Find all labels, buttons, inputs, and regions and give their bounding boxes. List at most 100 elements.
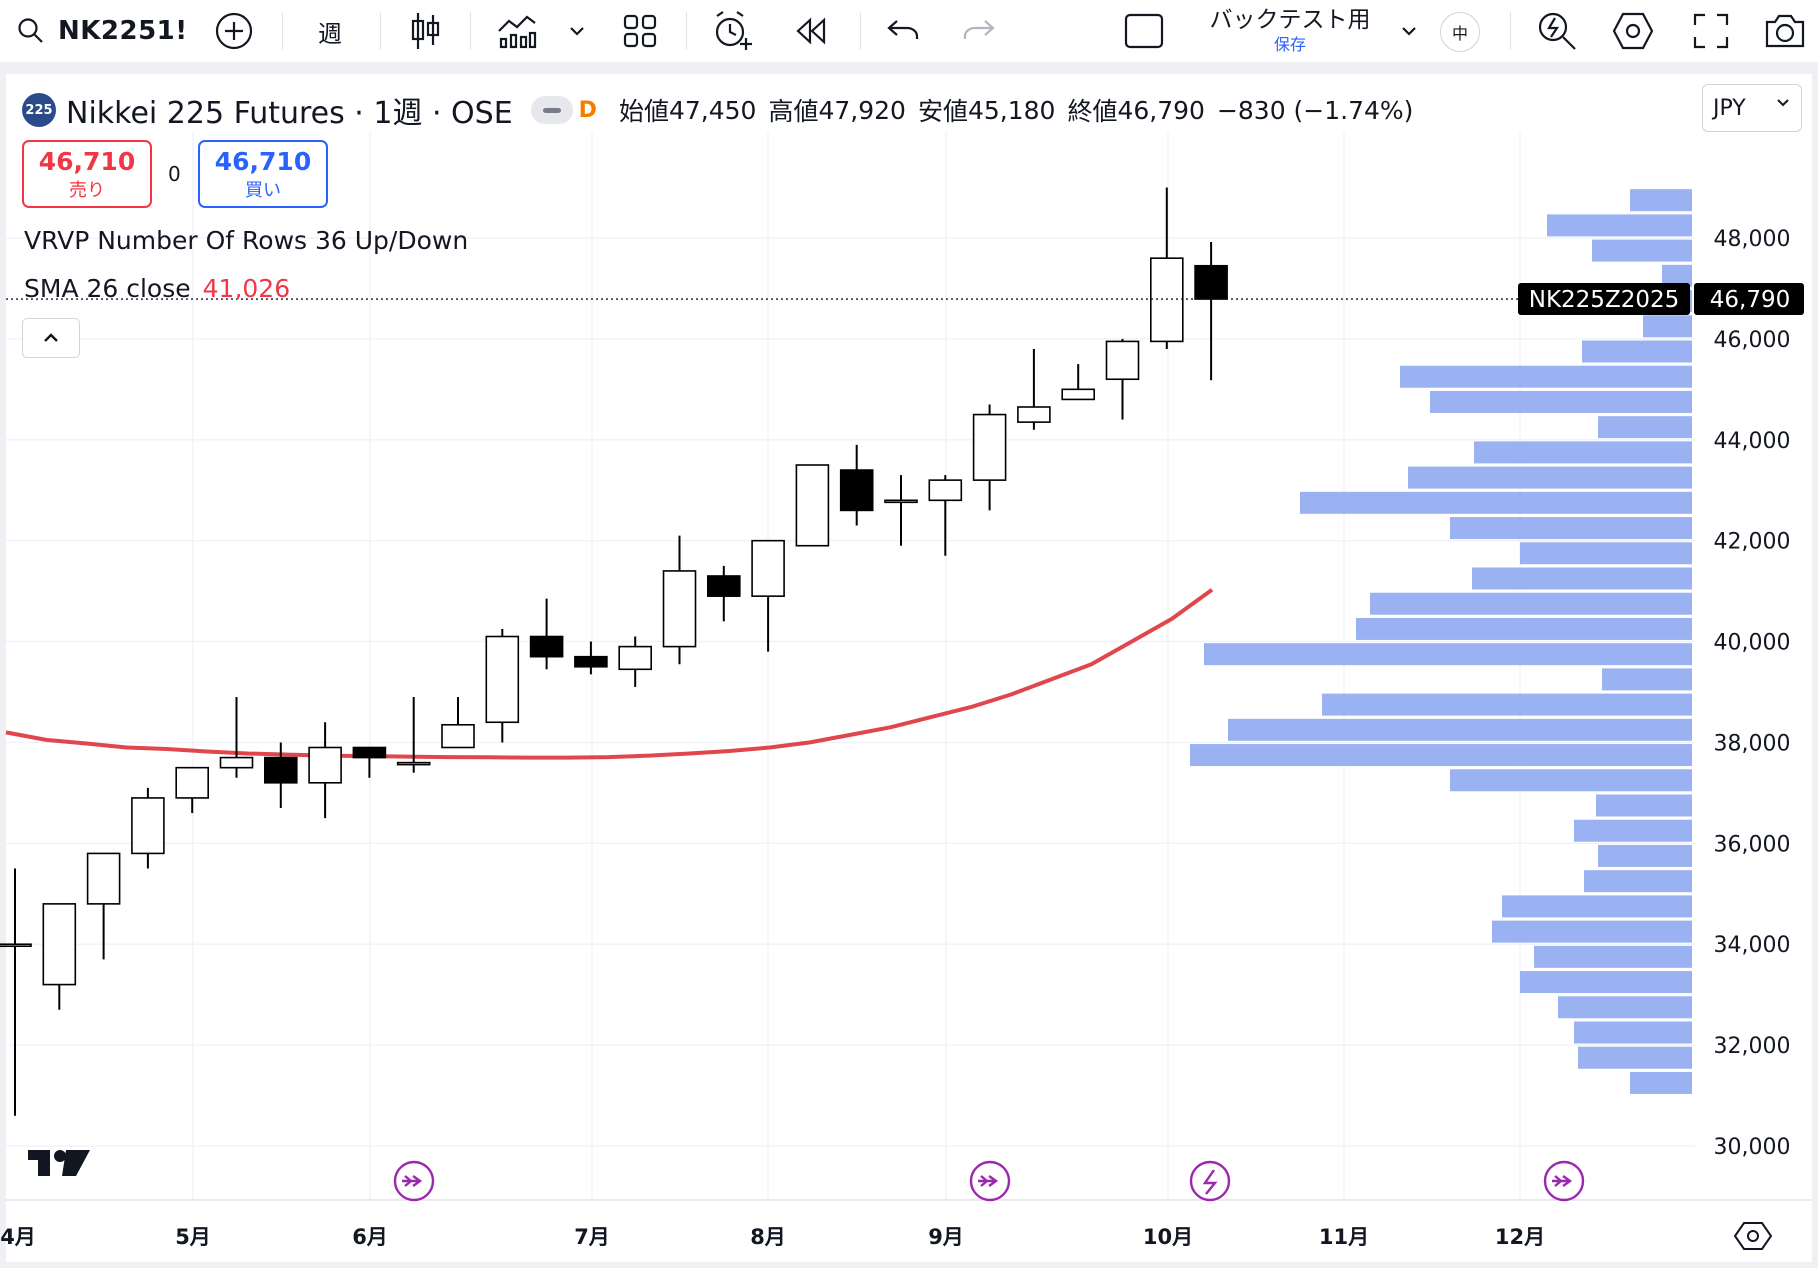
indicators-dropdown[interactable]	[562, 0, 592, 62]
price-symbol-label: NK225Z2025	[1529, 287, 1679, 313]
screenshot-button[interactable]	[1760, 0, 1810, 62]
axis-settings-icon[interactable]	[1733, 1222, 1773, 1250]
candles-icon	[411, 13, 440, 49]
symbol-title[interactable]: Nikkei 225 Futures · 1週 · OSE	[66, 96, 513, 131]
hexagon-shape	[1733, 1222, 1773, 1250]
candle	[839, 444, 874, 526]
chevron-down-icon	[570, 27, 584, 36]
high-label: 高値	[768, 97, 819, 126]
market-status-pill[interactable]	[530, 96, 573, 124]
price-tick-label: 34,000	[1714, 933, 1791, 958]
settings-button[interactable]	[1610, 0, 1656, 62]
candle-body	[574, 655, 608, 668]
candle	[485, 628, 520, 743]
volume-profile-bar	[1547, 214, 1692, 237]
month-label: 12月	[1495, 1225, 1545, 1249]
alert-button[interactable]	[710, 0, 756, 62]
grid-icon	[623, 14, 657, 48]
price-tick-label: 48,000	[1714, 227, 1791, 252]
sell-label: 売り	[69, 180, 105, 201]
volume-profile-bar	[1322, 693, 1692, 716]
month-label: 7月	[574, 1225, 610, 1249]
sell-button[interactable]: 46,710 売り	[22, 140, 152, 208]
candle	[706, 565, 741, 622]
high-value: 47,920	[818, 95, 906, 125]
candle	[0, 868, 32, 1116]
sma-indicator-legend[interactable]: SMA 26 close 41,026	[24, 274, 290, 303]
currency-select[interactable]: JPY	[1702, 84, 1802, 132]
candles	[0, 187, 1228, 1116]
time-axis[interactable]: 4月 5月 6月 7月 8月 9月 10月 11月 12月	[0, 1199, 1812, 1250]
undo-icon	[887, 20, 919, 39]
arrow-event-icon	[969, 1160, 1011, 1202]
legend-collapse-button[interactable]	[22, 318, 80, 358]
layout-name-button[interactable]: バックテスト用 保存	[1185, 4, 1395, 60]
month-label: 8月	[750, 1225, 786, 1249]
volume-profile-bar	[1450, 769, 1692, 792]
quick-search-button[interactable]	[1534, 0, 1580, 62]
current-price-line: NK225Z2025 46,790	[6, 283, 1804, 316]
volume-profile-bar	[1520, 542, 1692, 565]
volume-profile-bar	[1492, 920, 1692, 943]
price-tick-label: 32,000	[1714, 1034, 1791, 1059]
square-icon	[1124, 13, 1164, 49]
replay-button[interactable]	[788, 0, 834, 62]
close-value: 46,790	[1117, 95, 1205, 125]
interval-button[interactable]: 週	[300, 0, 360, 62]
layout-dropdown[interactable]	[1394, 0, 1424, 62]
volume-profile-bar	[1190, 744, 1692, 767]
layout-save-checkbox[interactable]	[1120, 0, 1168, 62]
toolbar-divider	[1510, 12, 1511, 50]
candle	[1061, 364, 1095, 401]
candle	[1017, 348, 1051, 430]
language-badge[interactable]: 中	[1440, 12, 1480, 52]
candle	[928, 475, 963, 556]
symbol-search[interactable]: NK2251!	[16, 0, 186, 62]
vrvp-indicator-legend[interactable]: VRVP Number Of Rows 36 Up/Down	[24, 226, 469, 255]
compare-add-button[interactable]	[212, 0, 256, 62]
change-value: −830 (−1.74%)	[1216, 95, 1414, 125]
undo-button[interactable]	[880, 0, 926, 62]
month-label: 6月	[352, 1225, 388, 1249]
buy-button[interactable]: 46,710 買い	[198, 140, 328, 208]
candle	[308, 722, 342, 819]
toolbar-divider	[282, 12, 283, 50]
symbol-name: NK2251!	[58, 16, 186, 46]
volume-profile-bar	[1598, 844, 1692, 867]
price-axis[interactable]: 30,000 32,000 34,000 36,000 38,000 40,000 42,0…	[1695, 132, 1812, 1200]
candle-body	[441, 723, 475, 749]
candle	[751, 539, 785, 652]
candle-body	[1017, 406, 1051, 423]
delayed-badge[interactable]: D	[578, 97, 597, 123]
indicators-button[interactable]	[494, 0, 540, 62]
volume-profile-bar	[1356, 617, 1692, 640]
volume-profile-bar	[1574, 819, 1692, 842]
chart-type-button[interactable]	[400, 0, 450, 62]
low-value: 45,180	[967, 95, 1056, 125]
volume-profile-bar	[1400, 365, 1692, 388]
event-circle	[1189, 1160, 1231, 1202]
candle-body	[219, 756, 254, 769]
dash-icon	[542, 107, 561, 113]
redo-button[interactable]	[956, 0, 1002, 62]
layout-name: バックテスト用	[1209, 7, 1371, 33]
volume-profile-bar	[1474, 441, 1692, 464]
lightning-search-icon	[1538, 12, 1576, 50]
candle-body	[706, 575, 741, 597]
price-symbol-tag	[1518, 283, 1690, 316]
candle	[884, 475, 918, 546]
candle-body	[0, 943, 32, 948]
candle-body	[839, 469, 874, 512]
hexagon-gear-icon	[1612, 12, 1654, 50]
search-icon	[18, 18, 43, 43]
layout-button[interactable]	[618, 0, 662, 62]
candle-body	[131, 797, 165, 855]
candle-body	[175, 766, 209, 799]
candle-body	[86, 852, 121, 905]
candle	[175, 766, 209, 814]
fullscreen-button[interactable]	[1688, 0, 1734, 62]
candle-body	[1061, 388, 1095, 401]
candle-body	[485, 635, 520, 724]
volume-profile-bar	[1602, 668, 1692, 691]
